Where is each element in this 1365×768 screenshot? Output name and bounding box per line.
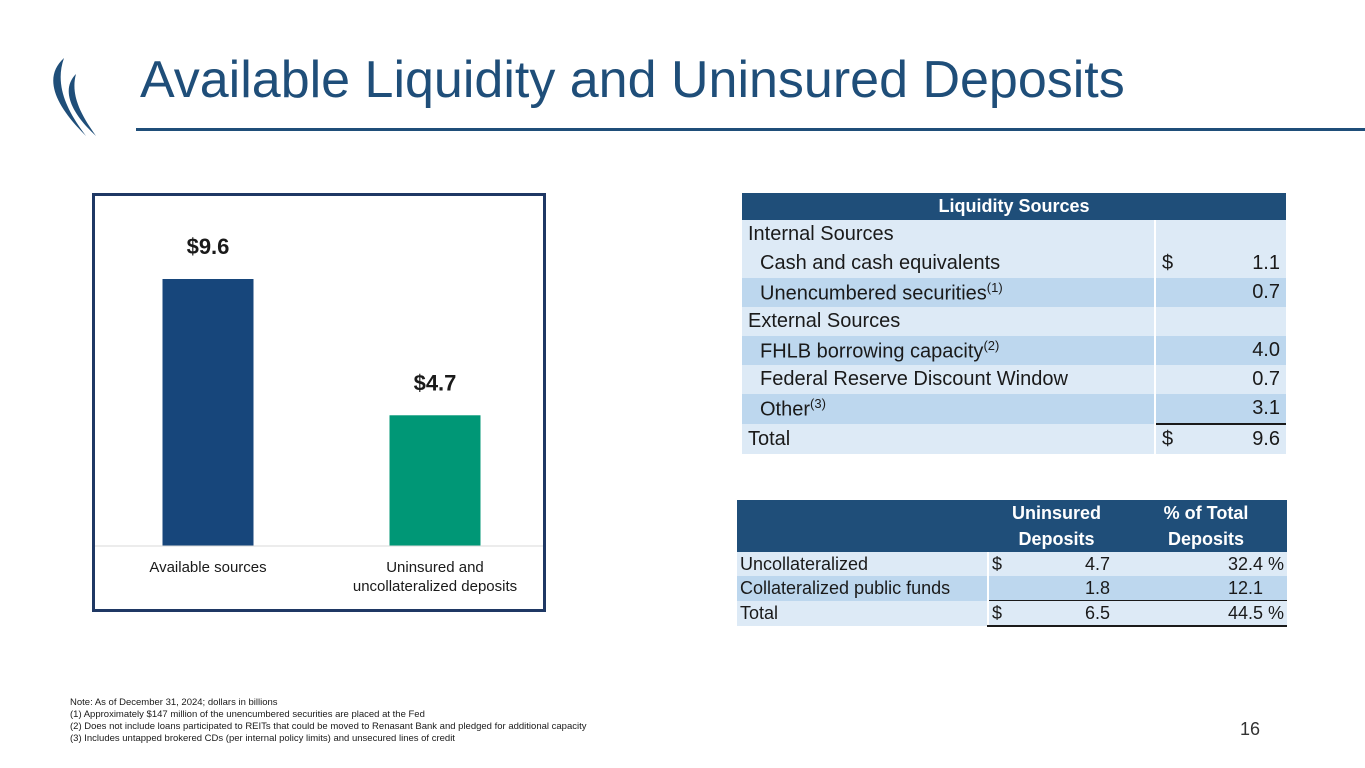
row-label: Other <box>760 398 811 421</box>
uninsured-deposits-table: Uninsured Deposits % of Total Deposits Unc… <box>737 500 1287 627</box>
category-label: Uninsured and <box>386 559 484 576</box>
uninsured-row: Uncollateralized $4.7 32.4 % <box>737 552 1287 576</box>
footnote-1: (1) Approximately $147 million of the un… <box>70 709 425 720</box>
footnote-ref: (3) <box>810 396 826 412</box>
blank-header <box>737 500 988 552</box>
pct-total-deposits-header: % of Total Deposits <box>1125 500 1287 552</box>
row-label: Total <box>742 424 1155 454</box>
footnote-3: (3) Includes untapped brokered CDs (per … <box>70 733 455 744</box>
row-value: 4.7 <box>1084 553 1110 574</box>
footnote-note: Note: As of December 31, 2024; dollars i… <box>70 697 278 708</box>
row-percent: 44.5 % <box>1125 600 1287 627</box>
dollar-sign: $ <box>992 602 1003 623</box>
uninsured-total-row: Total $6.5 44.5 % <box>737 600 1287 627</box>
row-value: 1.1 <box>1252 252 1280 274</box>
row-label: Unencumbered securities <box>760 282 987 305</box>
row-label: Collateralized public funds <box>737 576 988 601</box>
liquidity-row: Unencumbered securities(1) 0.7 <box>742 278 1286 307</box>
dollar-sign: $ <box>992 553 1003 574</box>
footnote-ref: (1) <box>986 279 1003 295</box>
category-label: Available sources <box>149 559 266 576</box>
footnotes: Note: As of December 31, 2024; dollars i… <box>70 697 586 745</box>
liquidity-sources-table: Liquidity Sources Internal Sources Cash … <box>742 193 1286 454</box>
row-percent: 32.4 % <box>1125 552 1287 576</box>
row-label: Total <box>737 600 988 626</box>
row-label: External Sources <box>742 307 1155 336</box>
row-value: 6.5 <box>1084 602 1110 623</box>
liquidity-row: Internal Sources <box>742 220 1286 249</box>
dollar-sign: $ <box>1162 252 1174 274</box>
uninsured-row: Collateralized public funds 1.8 12.1 % <box>737 576 1287 601</box>
dollar-sign: $ <box>1162 428 1174 450</box>
row-value: 3.1 <box>1252 397 1280 419</box>
row-label: Uncollateralized <box>737 552 988 576</box>
row-value: 9.6 <box>1252 428 1280 450</box>
data-label: $4.7 <box>414 370 457 395</box>
bar-chart: $9.6 Available sources $4.7 Uninsured and un… <box>95 234 543 595</box>
bar <box>162 279 254 546</box>
liquidity-row: Other(3) 3.1 <box>742 394 1286 424</box>
title-divider <box>136 128 1365 131</box>
bar-chart-panel: $9.6 Available sources $4.7 Uninsured and un… <box>92 193 546 612</box>
footnote-2: (2) Does not include loans participated … <box>70 721 587 732</box>
row-label: Cash and cash equivalents <box>742 249 1155 278</box>
uninsured-deposits-header: Uninsured Deposits <box>988 500 1125 552</box>
row-value: 0.7 <box>1252 368 1280 390</box>
bar <box>389 415 481 546</box>
liquidity-total-row: Total $9.6 <box>742 423 1286 454</box>
company-logo <box>53 58 96 136</box>
row-label: FHLB borrowing capacity <box>760 340 984 363</box>
data-label: $9.6 <box>187 234 230 259</box>
row-value: 1.8 <box>1084 577 1110 598</box>
row-value: 4.0 <box>1252 339 1280 361</box>
row-label: Internal Sources <box>742 220 1155 249</box>
row-percent: 12.1 <box>1227 577 1263 598</box>
footnote-ref: (2) <box>983 337 1000 353</box>
liquidity-row: FHLB borrowing capacity(2) 4.0 <box>742 336 1286 365</box>
category-label: uncollateralized deposits <box>353 578 517 595</box>
row-value: 0.7 <box>1252 281 1280 303</box>
page-number: 16 <box>1240 719 1261 739</box>
liquidity-row: Federal Reserve Discount Window 0.7 <box>742 365 1286 394</box>
liquidity-row: External Sources <box>742 307 1286 336</box>
row-label: Federal Reserve Discount Window <box>742 365 1155 394</box>
liquidity-table-header: Liquidity Sources <box>742 193 1286 220</box>
page-title: Available Liquidity and Uninsured Deposi… <box>140 51 1125 109</box>
liquidity-row: Cash and cash equivalents $1.1 <box>742 249 1286 278</box>
